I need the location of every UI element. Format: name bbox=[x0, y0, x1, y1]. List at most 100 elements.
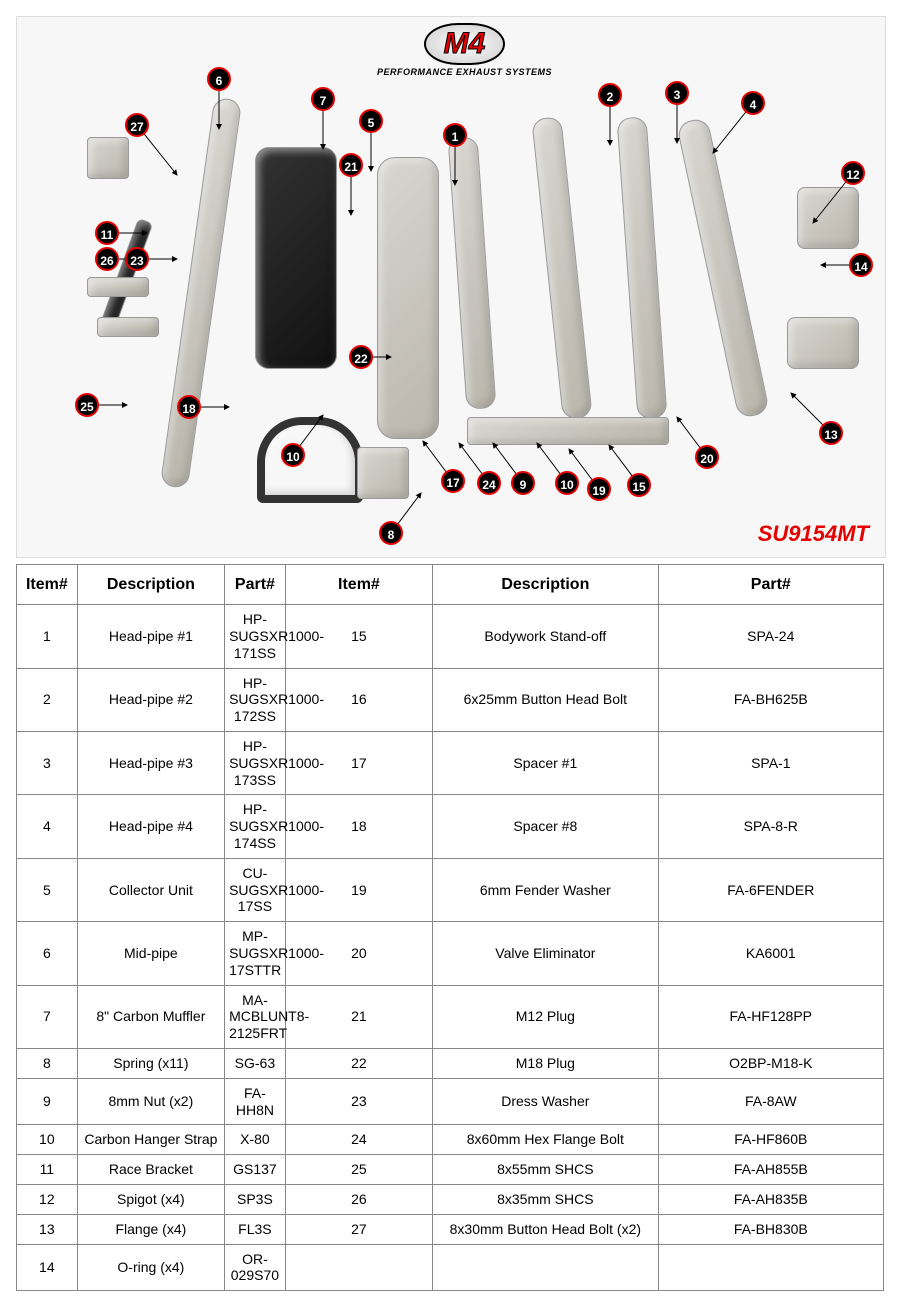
table-cell: FA-AH835B bbox=[658, 1184, 883, 1214]
callout-5: 5 bbox=[359, 109, 383, 133]
table-cell: HP-SUGSXR1000-173SS bbox=[225, 731, 286, 794]
table-cell: Head-pipe #2 bbox=[77, 668, 224, 731]
table-cell: 26 bbox=[285, 1184, 432, 1214]
table-cell: 8mm Nut (x2) bbox=[77, 1078, 224, 1125]
table-header: Description bbox=[77, 565, 224, 605]
table-cell: FA-BH625B bbox=[658, 668, 883, 731]
callout-2: 2 bbox=[598, 83, 622, 107]
table-header: Item# bbox=[285, 565, 432, 605]
table-row: 6Mid-pipeMP-SUGSXR1000-17STTR20Valve Eli… bbox=[17, 922, 884, 985]
table-cell: Head-pipe #3 bbox=[77, 731, 224, 794]
callout-6: 6 bbox=[207, 67, 231, 91]
callout-12: 12 bbox=[841, 161, 865, 185]
part-pipe-3 bbox=[617, 116, 668, 419]
table-cell: Mid-pipe bbox=[77, 922, 224, 985]
table-row: 2Head-pipe #2HP-SUGSXR1000-172SS166x25mm… bbox=[17, 668, 884, 731]
table-row: 8Spring (x11)SG-6322M18 PlugO2BP-M18-K bbox=[17, 1048, 884, 1078]
table-cell: SPA-1 bbox=[658, 731, 883, 794]
table-cell: FA-HH8N bbox=[225, 1078, 286, 1125]
logo-text: M4 bbox=[444, 27, 486, 60]
table-cell: SP3S bbox=[225, 1184, 286, 1214]
table-cell: M18 Plug bbox=[433, 1048, 658, 1078]
callout-3: 3 bbox=[665, 81, 689, 105]
table-cell: 12 bbox=[17, 1184, 78, 1214]
table-row: 4Head-pipe #4HP-SUGSXR1000-174SS18Spacer… bbox=[17, 795, 884, 858]
table-cell: 3 bbox=[17, 731, 78, 794]
table-cell: Flange (x4) bbox=[77, 1214, 224, 1244]
table-cell: HP-SUGSXR1000-174SS bbox=[225, 795, 286, 858]
part-muffler bbox=[255, 147, 337, 369]
table-row: 11Race BracketGS137258x55mm SHCSFA-AH855… bbox=[17, 1155, 884, 1185]
table-cell: Bodywork Stand-off bbox=[433, 605, 658, 668]
part-springs bbox=[357, 447, 409, 499]
table-row: 10Carbon Hanger StrapX-80248x60mm Hex Fl… bbox=[17, 1125, 884, 1155]
table-cell: 6 bbox=[17, 922, 78, 985]
table-cell: 11 bbox=[17, 1155, 78, 1185]
callout-22: 22 bbox=[349, 345, 373, 369]
table-body: 1Head-pipe #1HP-SUGSXR1000-171SS15Bodywo… bbox=[17, 605, 884, 1291]
table-cell: 10 bbox=[17, 1125, 78, 1155]
table-cell: 8x35mm SHCS bbox=[433, 1184, 658, 1214]
table-cell: 8x55mm SHCS bbox=[433, 1155, 658, 1185]
callout-13: 13 bbox=[819, 421, 843, 445]
table-cell: 14 bbox=[17, 1244, 78, 1291]
table-cell: Carbon Hanger Strap bbox=[77, 1125, 224, 1155]
table-cell: FA-HF128PP bbox=[658, 985, 883, 1048]
table-row: 13Flange (x4)FL3S278x30mm Button Head Bo… bbox=[17, 1214, 884, 1244]
table-cell: Spigot (x4) bbox=[77, 1184, 224, 1214]
callout-18: 18 bbox=[177, 395, 201, 419]
callout-24: 24 bbox=[477, 471, 501, 495]
table-cell bbox=[285, 1244, 432, 1291]
table-cell: 6mm Fender Washer bbox=[433, 858, 658, 921]
model-number: SU9154MT bbox=[758, 521, 869, 547]
table-cell: Head-pipe #1 bbox=[77, 605, 224, 668]
table-cell: O-ring (x4) bbox=[77, 1244, 224, 1291]
part-pipe-4 bbox=[676, 117, 770, 419]
table-cell: Spacer #1 bbox=[433, 731, 658, 794]
table-header-row: Item#DescriptionPart#Item#DescriptionPar… bbox=[17, 565, 884, 605]
table-cell: 4 bbox=[17, 795, 78, 858]
table-cell: HP-SUGSXR1000-171SS bbox=[225, 605, 286, 668]
logo-subtext: PERFORMANCE EXHAUST SYSTEMS bbox=[377, 67, 552, 77]
table-cell: FA-BH830B bbox=[658, 1214, 883, 1244]
part-hardware-4 bbox=[467, 417, 669, 445]
parts-table-wrap: Item#DescriptionPart#Item#DescriptionPar… bbox=[16, 564, 884, 1291]
table-cell: FA-AH855B bbox=[658, 1155, 883, 1185]
table-cell: FA-HF860B bbox=[658, 1125, 883, 1155]
part-hanger bbox=[257, 417, 363, 503]
table-cell: 1 bbox=[17, 605, 78, 668]
part-collector bbox=[377, 157, 439, 439]
table-row: 1Head-pipe #1HP-SUGSXR1000-171SS15Bodywo… bbox=[17, 605, 884, 668]
callout-27: 27 bbox=[125, 113, 149, 137]
table-cell: 6x25mm Button Head Bolt bbox=[433, 668, 658, 731]
table-cell: Valve Eliminator bbox=[433, 922, 658, 985]
table-cell: MP-SUGSXR1000-17STTR bbox=[225, 922, 286, 985]
table-cell: 13 bbox=[17, 1214, 78, 1244]
part-hardware-2 bbox=[87, 277, 149, 297]
callout-15: 15 bbox=[627, 473, 651, 497]
table-cell: CU-SUGSXR1000-17SS bbox=[225, 858, 286, 921]
table-cell: 9 bbox=[17, 1078, 78, 1125]
table-cell: 2 bbox=[17, 668, 78, 731]
table-header: Part# bbox=[225, 565, 286, 605]
table-cell: 7 bbox=[17, 985, 78, 1048]
parts-table: Item#DescriptionPart#Item#DescriptionPar… bbox=[16, 564, 884, 1291]
callout-21: 21 bbox=[339, 153, 363, 177]
callout-10: 10 bbox=[555, 471, 579, 495]
callout-7: 7 bbox=[311, 87, 335, 111]
table-cell: SPA-8-R bbox=[658, 795, 883, 858]
callout-25: 25 bbox=[75, 393, 99, 417]
table-cell: 22 bbox=[285, 1048, 432, 1078]
parts-diagram: M4 PERFORMANCE EXHAUST SYSTEMS 123456789… bbox=[16, 16, 886, 558]
table-row: 78" Carbon MufflerMA-MCBLUNT8-2125FRT21M… bbox=[17, 985, 884, 1048]
callout-1: 1 bbox=[443, 123, 467, 147]
table-cell: Dress Washer bbox=[433, 1078, 658, 1125]
table-header: Description bbox=[433, 565, 658, 605]
callout-10: 10 bbox=[281, 443, 305, 467]
callout-19: 19 bbox=[587, 477, 611, 501]
table-cell: HP-SUGSXR1000-172SS bbox=[225, 668, 286, 731]
table-cell: SPA-24 bbox=[658, 605, 883, 668]
table-cell: 8x30mm Button Head Bolt (x2) bbox=[433, 1214, 658, 1244]
table-cell: 23 bbox=[285, 1078, 432, 1125]
table-header: Item# bbox=[17, 565, 78, 605]
